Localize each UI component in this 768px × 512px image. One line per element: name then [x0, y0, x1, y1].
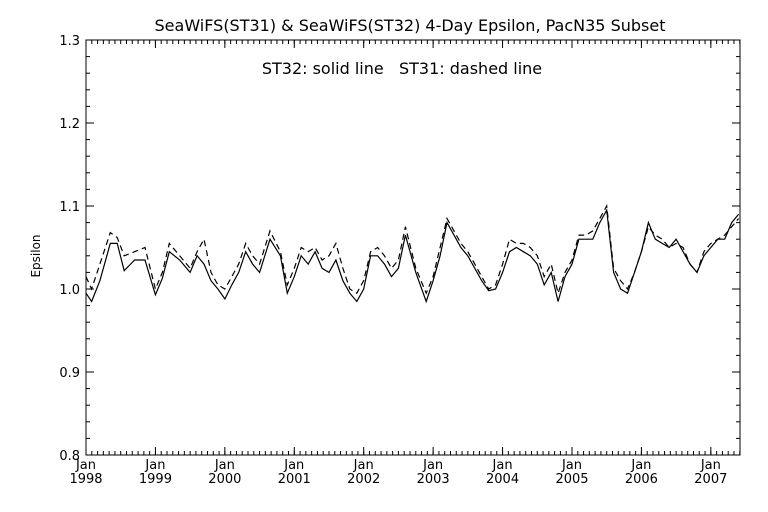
x-tick-year: 2004 [486, 472, 519, 487]
axes: 0.80.91.01.11.21.3Jan1998Jan1999Jan2000J… [59, 34, 741, 487]
y-tick-label: 1.0 [59, 283, 80, 298]
x-tick-year: 2003 [417, 472, 450, 487]
y-tick-label: 1.3 [59, 34, 80, 49]
x-tick-month: Jan [630, 458, 651, 473]
x-tick-month: Jan [214, 458, 235, 473]
series-lines [85, 204, 740, 304]
x-tick-month: Jan [283, 458, 304, 473]
x-tick-year: 2002 [347, 472, 380, 487]
y-tick-label: 1.2 [59, 117, 80, 132]
x-tick-month: Jan [353, 458, 374, 473]
x-tick-month: Jan [75, 458, 96, 473]
x-tick-year: 2007 [694, 472, 727, 487]
x-tick-year: 1999 [139, 472, 172, 487]
y-tick-label: 1.1 [59, 200, 80, 215]
line-style-legend: ST32: solid line ST31: dashed line [262, 59, 542, 78]
x-tick-year: 2006 [625, 472, 658, 487]
plot-frame [85, 39, 741, 456]
x-tick-month: Jan [422, 458, 443, 473]
x-tick-year: 2001 [278, 472, 311, 487]
x-tick-year: 2005 [555, 472, 588, 487]
y-tick-label: 0.9 [59, 366, 80, 381]
x-tick-month: Jan [700, 458, 721, 473]
y-axis-label: Epsilon [29, 234, 43, 277]
x-tick-month: Jan [561, 458, 582, 473]
y-tick-label: 0.8 [59, 449, 80, 464]
x-tick-month: Jan [492, 458, 513, 473]
chart-title: SeaWiFS(ST31) & SeaWiFS(ST32) 4-Day Epsi… [155, 16, 666, 35]
x-tick-month: Jan [144, 458, 165, 473]
x-tick-year: 2000 [208, 472, 241, 487]
series-line-dashed [85, 204, 740, 296]
x-tick-year: 1998 [69, 472, 102, 487]
